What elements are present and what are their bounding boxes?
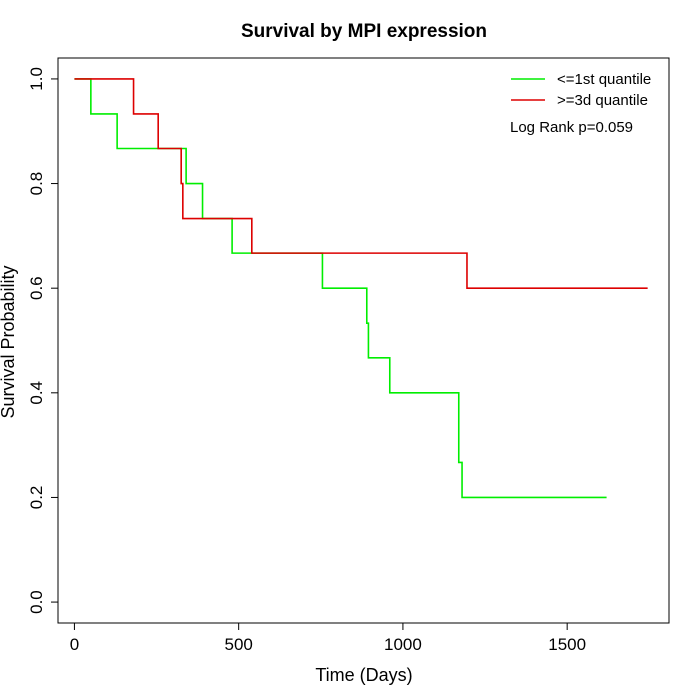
y-axis-label: Survival Probability <box>0 265 18 418</box>
y-tick-label: 0.8 <box>27 172 46 196</box>
series-line-high-quantile <box>74 78 648 289</box>
legend: <=1st quantile >=3d quantile <box>511 71 651 109</box>
x-tick-label: 1000 <box>384 635 422 654</box>
plot-frame <box>57 57 670 624</box>
y-tick-label: 0.0 <box>27 590 46 614</box>
x-axis: 0 500 1000 1500 <box>70 623 586 654</box>
series-layer <box>74 78 648 499</box>
y-tick-label: 0.4 <box>27 381 46 405</box>
log-rank-annotation: Log Rank p=0.059 <box>510 119 633 136</box>
x-axis-label: Time (Days) <box>315 665 412 685</box>
legend-label-low: <=1st quantile <box>557 71 651 88</box>
series-line-low-quantile <box>74 78 607 499</box>
legend-label-high: >=3d quantile <box>557 92 648 109</box>
chart-title: Survival by MPI expression <box>241 21 487 42</box>
y-tick-label: 1.0 <box>27 67 46 91</box>
x-tick-label: 0 <box>70 635 79 654</box>
x-tick-label: 1500 <box>548 635 586 654</box>
y-tick-label: 0.6 <box>27 276 46 300</box>
y-tick-label: 0.2 <box>27 486 46 510</box>
y-axis: 0.0 0.2 0.4 0.6 0.8 1.0 <box>27 67 58 614</box>
x-tick-label: 500 <box>224 635 252 654</box>
